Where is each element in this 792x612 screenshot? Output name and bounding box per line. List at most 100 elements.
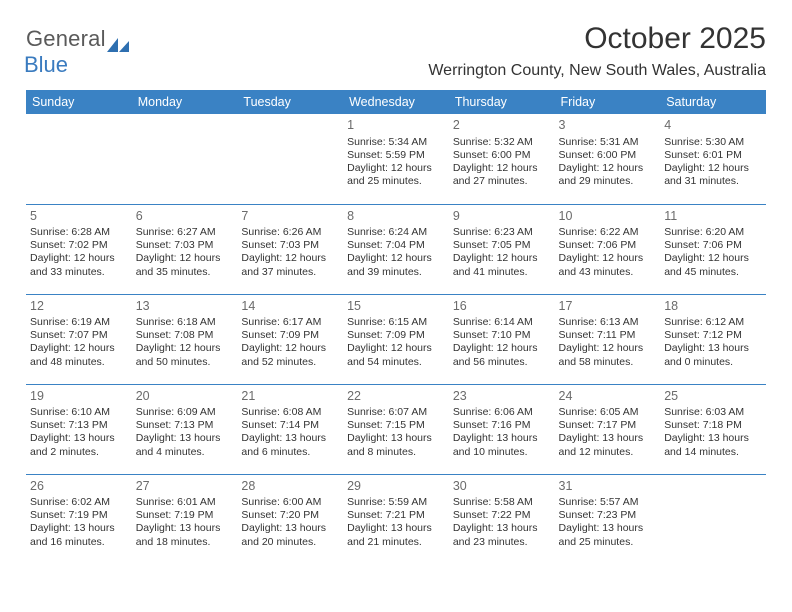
daylight-label: and 25 minutes. — [559, 536, 657, 549]
calendar-week: 26Sunrise: 6:02 AMSunset: 7:19 PMDayligh… — [26, 474, 766, 564]
day-number: 11 — [664, 205, 762, 227]
sunrise-label: Sunrise: 6:08 AM — [241, 406, 339, 419]
day-number: 7 — [241, 205, 339, 227]
sunrise-label: Sunrise: 6:22 AM — [559, 226, 657, 239]
daylight-label: and 43 minutes. — [559, 266, 657, 279]
sunrise-label: Sunrise: 6:07 AM — [347, 406, 445, 419]
daylight-label: Daylight: 13 hours — [453, 522, 551, 535]
calendar-cell: 14Sunrise: 6:17 AMSunset: 7:09 PMDayligh… — [237, 294, 343, 384]
sunset-label: Sunset: 6:00 PM — [559, 149, 657, 162]
day-number: 27 — [136, 475, 234, 497]
brand-text-block: General Blue — [26, 26, 129, 78]
sunrise-label: Sunrise: 6:19 AM — [30, 316, 128, 329]
calendar-head: SundayMondayTuesdayWednesdayThursdayFrid… — [26, 90, 766, 114]
daylight-label: Daylight: 13 hours — [453, 432, 551, 445]
sunset-label: Sunset: 7:15 PM — [347, 419, 445, 432]
daylight-label: and 10 minutes. — [453, 446, 551, 459]
daylight-label: Daylight: 13 hours — [30, 522, 128, 535]
daylight-label: and 14 minutes. — [664, 446, 762, 459]
daylight-label: and 27 minutes. — [453, 175, 551, 188]
day-number: 8 — [347, 205, 445, 227]
sunset-label: Sunset: 7:14 PM — [241, 419, 339, 432]
daylight-label: Daylight: 13 hours — [241, 432, 339, 445]
calendar-cell: 17Sunrise: 6:13 AMSunset: 7:11 PMDayligh… — [555, 294, 661, 384]
daylight-label: Daylight: 13 hours — [664, 432, 762, 445]
day-number: 15 — [347, 295, 445, 317]
sunrise-label: Sunrise: 6:03 AM — [664, 406, 762, 419]
day-number: 20 — [136, 385, 234, 407]
day-number: 9 — [453, 205, 551, 227]
sunset-label: Sunset: 7:03 PM — [241, 239, 339, 252]
calendar-cell: 20Sunrise: 6:09 AMSunset: 7:13 PMDayligh… — [132, 384, 238, 474]
daylight-label: and 29 minutes. — [559, 175, 657, 188]
daylight-label: Daylight: 12 hours — [664, 162, 762, 175]
calendar-cell: 9Sunrise: 6:23 AMSunset: 7:05 PMDaylight… — [449, 204, 555, 294]
weekday-header: Thursday — [449, 90, 555, 114]
daylight-label: and 58 minutes. — [559, 356, 657, 369]
sunrise-label: Sunrise: 6:10 AM — [30, 406, 128, 419]
sunrise-label: Sunrise: 6:05 AM — [559, 406, 657, 419]
brand-word-1: General — [26, 26, 106, 52]
sunset-label: Sunset: 6:00 PM — [453, 149, 551, 162]
daylight-label: and 20 minutes. — [241, 536, 339, 549]
daylight-label: Daylight: 12 hours — [136, 342, 234, 355]
daylight-label: and 12 minutes. — [559, 446, 657, 459]
sunset-label: Sunset: 7:06 PM — [559, 239, 657, 252]
calendar-table: SundayMondayTuesdayWednesdayThursdayFrid… — [26, 90, 766, 564]
sunrise-label: Sunrise: 6:15 AM — [347, 316, 445, 329]
daylight-label: Daylight: 13 hours — [559, 522, 657, 535]
daylight-label: and 56 minutes. — [453, 356, 551, 369]
daylight-label: Daylight: 12 hours — [664, 252, 762, 265]
calendar-cell: 31Sunrise: 5:57 AMSunset: 7:23 PMDayligh… — [555, 474, 661, 564]
daylight-label: Daylight: 12 hours — [559, 252, 657, 265]
calendar-cell: 2Sunrise: 5:32 AMSunset: 6:00 PMDaylight… — [449, 114, 555, 204]
daylight-label: and 50 minutes. — [136, 356, 234, 369]
weekday-header: Friday — [555, 90, 661, 114]
sunrise-label: Sunrise: 6:17 AM — [241, 316, 339, 329]
daylight-label: Daylight: 13 hours — [136, 522, 234, 535]
weekday-row: SundayMondayTuesdayWednesdayThursdayFrid… — [26, 90, 766, 114]
sunset-label: Sunset: 7:13 PM — [30, 419, 128, 432]
day-number: 17 — [559, 295, 657, 317]
weekday-header: Monday — [132, 90, 238, 114]
sunset-label: Sunset: 7:10 PM — [453, 329, 551, 342]
brand-logo: General Blue — [26, 22, 129, 78]
daylight-label: and 21 minutes. — [347, 536, 445, 549]
day-number: 18 — [664, 295, 762, 317]
sunset-label: Sunset: 7:12 PM — [664, 329, 762, 342]
sunrise-label: Sunrise: 6:12 AM — [664, 316, 762, 329]
daylight-label: Daylight: 12 hours — [241, 342, 339, 355]
calendar-cell: 6Sunrise: 6:27 AMSunset: 7:03 PMDaylight… — [132, 204, 238, 294]
calendar-page: General Blue October 2025 Werrington Cou… — [0, 0, 792, 612]
header: General Blue October 2025 Werrington Cou… — [26, 22, 766, 90]
daylight-label: and 54 minutes. — [347, 356, 445, 369]
calendar-cell: 10Sunrise: 6:22 AMSunset: 7:06 PMDayligh… — [555, 204, 661, 294]
sunset-label: Sunset: 7:09 PM — [241, 329, 339, 342]
sunrise-label: Sunrise: 6:24 AM — [347, 226, 445, 239]
day-number: 23 — [453, 385, 551, 407]
daylight-label: and 41 minutes. — [453, 266, 551, 279]
daylight-label: and 39 minutes. — [347, 266, 445, 279]
sunset-label: Sunset: 7:21 PM — [347, 509, 445, 522]
daylight-label: Daylight: 13 hours — [664, 342, 762, 355]
daylight-label: Daylight: 12 hours — [559, 342, 657, 355]
sunset-label: Sunset: 7:08 PM — [136, 329, 234, 342]
sunset-label: Sunset: 7:22 PM — [453, 509, 551, 522]
sunset-label: Sunset: 7:19 PM — [30, 509, 128, 522]
daylight-label: and 48 minutes. — [30, 356, 128, 369]
daylight-label: Daylight: 13 hours — [347, 522, 445, 535]
day-number: 30 — [453, 475, 551, 497]
calendar-cell — [132, 114, 238, 204]
sunrise-label: Sunrise: 5:58 AM — [453, 496, 551, 509]
month-title: October 2025 — [428, 22, 766, 56]
daylight-label: Daylight: 12 hours — [136, 252, 234, 265]
sunset-label: Sunset: 7:02 PM — [30, 239, 128, 252]
sunset-label: Sunset: 7:19 PM — [136, 509, 234, 522]
day-number: 28 — [241, 475, 339, 497]
brand-word-2: Blue — [24, 52, 129, 78]
day-number: 10 — [559, 205, 657, 227]
daylight-label: and 18 minutes. — [136, 536, 234, 549]
title-block: October 2025 Werrington County, New Sout… — [428, 22, 766, 90]
calendar-cell: 12Sunrise: 6:19 AMSunset: 7:07 PMDayligh… — [26, 294, 132, 384]
sunrise-label: Sunrise: 6:20 AM — [664, 226, 762, 239]
